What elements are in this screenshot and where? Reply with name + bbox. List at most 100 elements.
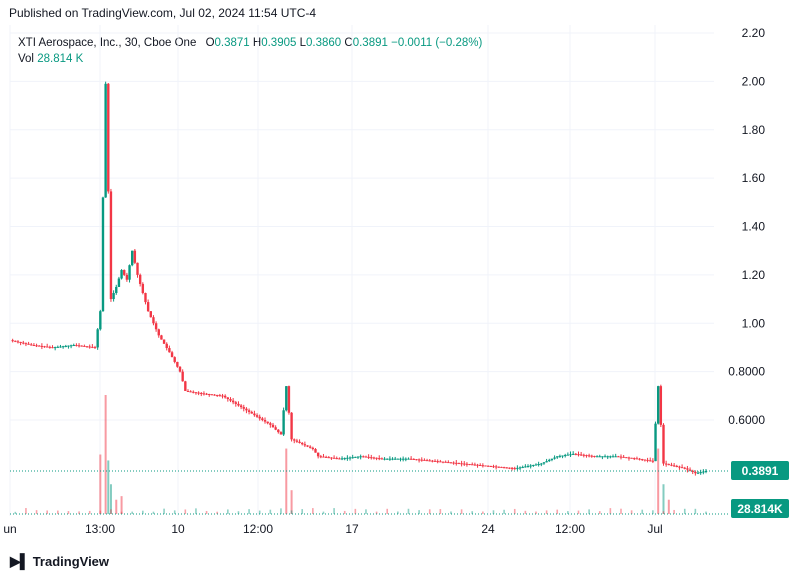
volume-bar [78,511,80,514]
volume-bar [641,509,644,514]
candle-body [425,460,429,462]
candle-body [590,455,593,457]
candle-body [346,457,349,459]
candle-body [104,83,107,198]
candle-body [409,458,413,460]
candle-body [372,457,376,459]
candle-body [332,457,336,459]
candle-body [627,457,631,459]
volume-bar [107,460,110,514]
price-tick-label: 1.20 [742,268,766,282]
candle-body [582,454,586,456]
volume-bar [131,511,133,514]
candle-body [170,352,174,358]
volume-bar [683,508,686,514]
candle-body [540,463,543,465]
candle-body [184,381,187,391]
candle-body [415,459,418,461]
candle-body [75,345,78,347]
volume-bar [258,510,261,514]
candle-body [401,458,405,460]
tradingview-logo[interactable]: ▶▌ TradingView [10,553,109,570]
time-tick-label: 24 [481,522,495,536]
volume-bar [407,508,410,514]
volume-bar [57,510,59,514]
candle-body [146,302,150,312]
volume-bar [354,508,357,514]
candle-body [178,366,182,372]
candle-body [672,465,676,467]
candle-body [463,463,466,465]
volume-bar [14,511,17,514]
close-label: C [344,37,353,49]
candle-body [210,394,214,396]
candle-body [561,455,564,457]
candle-body [77,345,81,347]
candle-body [641,459,644,461]
candle-body [61,346,65,348]
high-label: H [252,37,262,49]
candle-body [675,465,678,467]
candle-body [85,346,89,348]
price-tick-label: 1.60 [742,171,766,185]
candle-body [423,459,426,461]
candle-body [383,458,386,460]
candle-body [508,467,511,469]
candle-body [266,421,269,424]
candle-body [162,339,166,344]
candle-body [455,462,458,464]
volume-bar [694,508,697,514]
volume-bar [556,509,559,514]
candle-body [436,461,439,463]
candle-body [611,456,615,458]
candle-body [545,461,548,463]
candle-body [192,391,195,393]
candle-body [16,341,20,343]
candle-body [638,458,641,460]
candle-body [11,340,14,342]
candle-body [93,347,97,349]
candle-body [513,468,516,470]
candle-body [497,466,500,468]
candle-body [274,427,277,430]
volume-bar [142,510,144,514]
candle-body [587,455,591,457]
candle-body [32,345,36,347]
last-price-badge-label: 0.3891 [742,464,779,478]
candle-body [386,458,389,460]
volume-bar [460,509,463,514]
volume-bar [35,510,38,514]
volume-bar [620,508,622,514]
chart-grid [9,25,714,516]
published-caption: Published on TradingView.com, Jul 02, 20… [9,6,317,20]
candle-body [412,458,415,460]
symbol-title[interactable]: XTI Aerospace, Inc., 30, Cboe One [18,37,197,49]
candle-body [696,472,700,474]
candle-body [354,456,357,458]
candle-body [22,342,25,344]
candle-body [683,467,686,469]
candle-body [250,411,253,414]
candle-body [316,452,320,457]
volume-bar [205,511,208,514]
candle-body [510,467,514,469]
candle-body [585,455,588,457]
price-tick-label: 0.8000 [728,365,765,379]
candle-body [287,386,291,413]
candle-body [141,283,145,294]
candle-body [524,466,527,468]
candle-body [154,323,158,330]
candle-body [115,286,118,294]
volume-value: 28.814 K [37,53,84,65]
candle-body [186,390,190,392]
candle-body [128,265,131,280]
price-axis: 2.20 2.00 1.80 1.60 1.40 1.20 1.00 0.8000 0.6000 [728,26,765,427]
last-price-badge [731,461,789,481]
candle-body [216,394,219,396]
candle-body [558,455,562,457]
candle-body [603,456,607,458]
candle-body [662,424,665,464]
candle-body [136,262,139,275]
volume-bar [598,511,601,514]
